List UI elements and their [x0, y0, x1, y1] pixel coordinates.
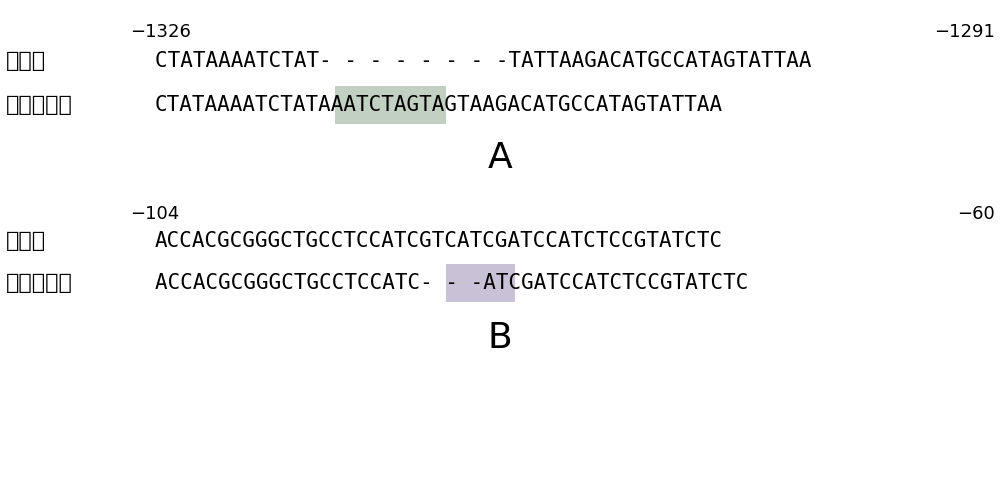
- Text: A: A: [488, 141, 512, 175]
- Text: −1326: −1326: [130, 23, 191, 41]
- Text: 日本晴: 日本晴: [6, 51, 46, 71]
- Text: −60: −60: [957, 205, 995, 223]
- Text: 日本晴: 日本晴: [6, 231, 46, 251]
- Text: ACCACGCGGGCTGCCTCCATCGTCATCGATCCATCTCCGTATCTC: ACCACGCGGGCTGCCTCCATCGTCATCGATCCATCTCCGT…: [155, 231, 723, 251]
- FancyBboxPatch shape: [446, 264, 515, 302]
- Text: CTATAAAATCTATAAATCTAGTAGTAAGACATGCCATAGTATTAA: CTATAAAATCTATAAATCTAGTAGTAAGACATGCCATAGT…: [155, 95, 723, 115]
- FancyBboxPatch shape: [335, 86, 446, 124]
- Text: B: B: [488, 321, 512, 355]
- Text: 上师香２号: 上师香２号: [6, 95, 73, 115]
- Text: −104: −104: [130, 205, 179, 223]
- Text: CTATAAAATCTAT- - - - - - - -TATTAAGACATGCCATAGTATTAA: CTATAAAATCTAT- - - - - - - -TATTAAGACATG…: [155, 51, 812, 71]
- Text: ACCACGCGGGCTGCCTCCATC- - -ATCGATCCATCTCCGTATCTC: ACCACGCGGGCTGCCTCCATC- - -ATCGATCCATCTCC…: [155, 273, 748, 293]
- Text: −1291: −1291: [934, 23, 995, 41]
- Text: 上师香２号: 上师香２号: [6, 273, 73, 293]
